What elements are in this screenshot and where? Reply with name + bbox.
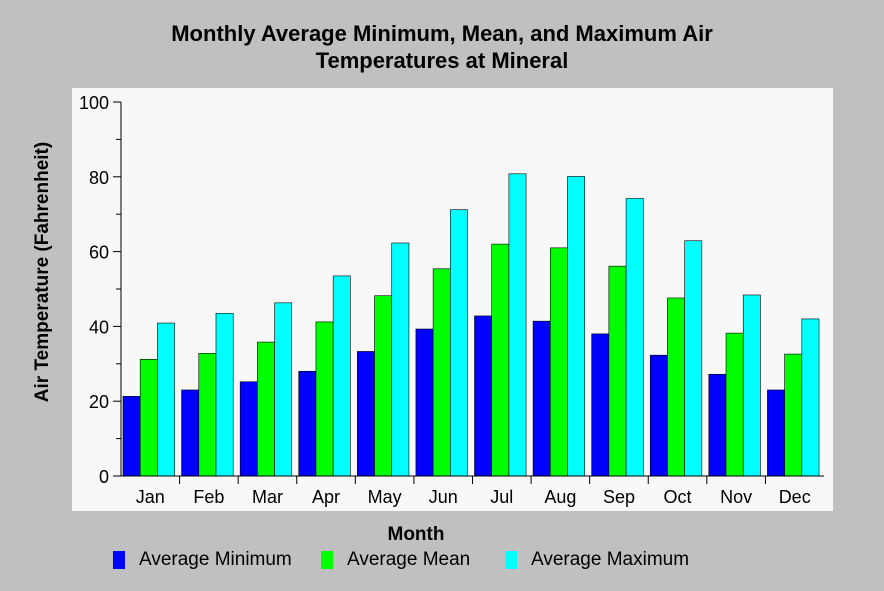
bar-average-maximum-sep: [625, 198, 644, 477]
bar-average-maximum-jan: [157, 322, 175, 477]
legend-item-average-minimum: Average Minimum: [113, 547, 292, 573]
bar-average-maximum-jun: [450, 209, 468, 477]
bar-average-maximum-jul: [508, 173, 527, 477]
bar-average-minimum-jun: [415, 328, 434, 477]
y-tick-label: 20: [89, 392, 109, 412]
bar-average-maximum-mar: [274, 302, 293, 477]
bars-group: [122, 173, 820, 477]
bar-average-mean-dec: [784, 353, 803, 477]
legend-label: Average Minimum: [139, 549, 292, 570]
x-tick-label: Apr: [312, 487, 340, 507]
legend: Average Minimum Average Mean Average Maxim…: [0, 547, 884, 573]
bar-average-minimum-sep: [591, 333, 610, 477]
bar-average-mean-feb: [198, 353, 217, 477]
x-tick-label: Nov: [720, 487, 752, 507]
y-tick-label: 60: [89, 243, 109, 263]
bar-average-maximum-feb: [215, 313, 234, 477]
x-tick-label: May: [368, 487, 402, 507]
chart-title-line-2: Temperatures at Mineral: [315, 48, 569, 73]
x-axis-label: Month: [388, 524, 445, 545]
bar-average-mean-jun: [432, 268, 451, 477]
bar-average-mean-mar: [257, 341, 275, 477]
y-tick-label: 0: [99, 467, 109, 487]
bar-average-minimum-dec: [767, 389, 785, 477]
x-tick-label: Aug: [544, 487, 576, 507]
bar-average-minimum-jan: [122, 396, 141, 477]
bar-average-maximum-apr: [332, 275, 351, 477]
x-tick-label: Dec: [779, 487, 811, 507]
bar-average-mean-may: [374, 295, 393, 477]
x-tick-label: Jan: [136, 487, 165, 507]
bar-average-maximum-aug: [567, 176, 585, 477]
bar-average-mean-nov: [725, 332, 744, 477]
legend-swatch: [321, 551, 333, 569]
chart-title: Monthly Average Minimum, Mean, and Maxim…: [0, 20, 884, 74]
bar-average-mean-sep: [608, 265, 627, 477]
y-axis-label: Air Temperature (Fahrenheit): [32, 142, 53, 402]
y-tick-label: 100: [79, 93, 109, 113]
bar-average-mean-jan: [139, 359, 158, 477]
bar-average-minimum-feb: [181, 389, 200, 477]
bar-average-minimum-apr: [298, 370, 317, 477]
bar-average-minimum-may: [357, 351, 375, 477]
legend-item-average-maximum: Average Maximum: [505, 547, 689, 573]
x-tick-label: Oct: [664, 487, 692, 507]
bar-average-mean-jul: [491, 243, 510, 477]
bar-average-mean-aug: [549, 247, 568, 477]
bar-average-minimum-mar: [239, 381, 258, 477]
y-tick-label: 40: [89, 317, 109, 337]
axes-group: 0 20 40 60 80 100 Jan Feb Mar Apr May Jun Jul Aug Sep O…: [79, 93, 824, 507]
bar-average-maximum-may: [391, 242, 410, 477]
bar-average-minimum-oct: [649, 354, 668, 477]
y-tick-label: 80: [89, 168, 109, 188]
bar-average-maximum-oct: [684, 240, 703, 477]
legend-swatch: [113, 551, 125, 569]
bar-average-maximum-dec: [801, 318, 820, 477]
x-tick-label: Feb: [193, 487, 224, 507]
legend-swatch: [505, 551, 517, 569]
bar-average-maximum-nov: [742, 294, 761, 477]
legend-item-average-mean: Average Mean: [321, 547, 470, 573]
bar-average-mean-oct: [667, 297, 685, 477]
x-tick-label: Jun: [429, 487, 458, 507]
bar-average-minimum-aug: [532, 320, 551, 477]
x-tick-label: Sep: [603, 487, 635, 507]
chart-title-line-1: Monthly Average Minimum, Mean, and Maxim…: [171, 21, 713, 46]
legend-label: Average Mean: [347, 549, 471, 570]
bar-average-minimum-jul: [474, 315, 493, 477]
x-tick-label: Jul: [490, 487, 513, 507]
x-tick-label: Mar: [252, 487, 283, 507]
bar-average-minimum-nov: [708, 373, 727, 477]
legend-label: Average Maximum: [531, 549, 690, 570]
bar-average-mean-apr: [315, 321, 334, 477]
